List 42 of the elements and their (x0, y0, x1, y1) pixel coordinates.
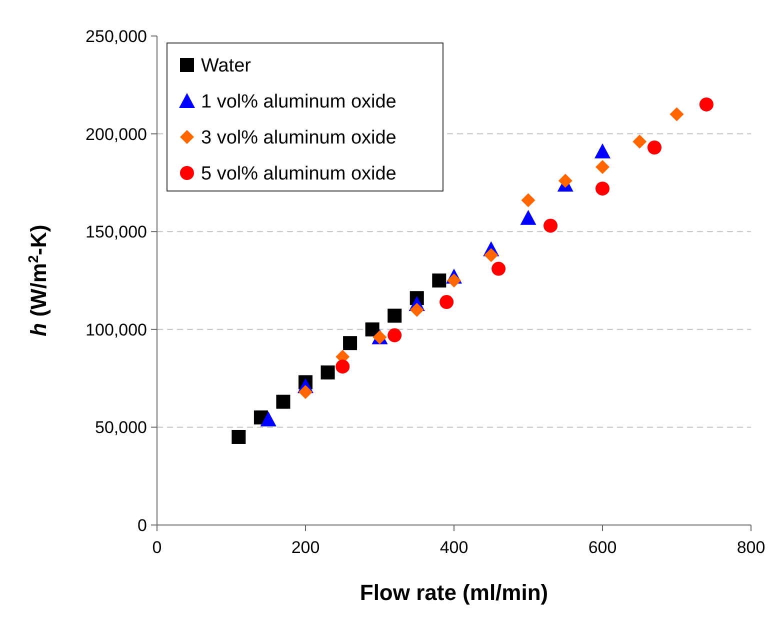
point (670, 107, 684, 122)
x-tick-label: 0 (152, 538, 162, 557)
point (388, 328, 402, 342)
x-tick-label: 600 (588, 538, 617, 557)
point (276, 394, 290, 409)
y-tick-label: 0 (138, 516, 147, 535)
point (632, 134, 647, 149)
point (596, 182, 610, 196)
point (594, 143, 610, 158)
legend-label: 5 vol% aluminum oxide (201, 164, 396, 185)
point (647, 140, 662, 154)
point (260, 411, 276, 426)
x-tick-label: 800 (736, 538, 766, 557)
point (298, 384, 312, 399)
point (558, 174, 572, 188)
x-tick-label: 200 (291, 538, 320, 557)
point (410, 302, 424, 317)
y-tick-label: 250,000 (86, 26, 147, 46)
y-tick-label: 200,000 (86, 124, 147, 144)
point (232, 430, 246, 444)
point (320, 365, 335, 380)
legend-label: Water (201, 56, 252, 77)
point (440, 295, 454, 310)
point (544, 218, 558, 233)
point (492, 262, 506, 276)
point (447, 274, 461, 288)
point (343, 336, 358, 350)
point (699, 97, 714, 112)
point (484, 248, 498, 262)
y-tick-label: 100,000 (86, 320, 147, 340)
point (388, 308, 402, 323)
point (521, 193, 536, 208)
point (336, 360, 350, 374)
y-tick-label: 50,000 (95, 418, 147, 438)
point (596, 160, 610, 174)
legend-label: 3 vol% aluminum oxide (201, 128, 396, 149)
legend-label: 1 vol% aluminum oxide (201, 92, 396, 113)
point (432, 274, 446, 288)
point (520, 210, 536, 225)
y-tick-label: 150,000 (86, 222, 147, 242)
x-tick-label: 400 (440, 538, 468, 557)
x-axis-title: Flow rate (ml/min) (360, 580, 548, 605)
